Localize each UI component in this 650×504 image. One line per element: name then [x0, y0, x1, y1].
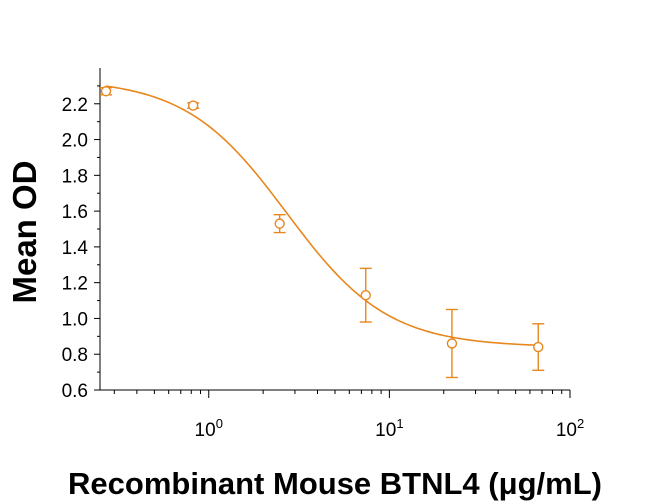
x-axis-title: Recombinant Mouse BTNL4 (μg/mL) — [68, 466, 602, 501]
data-point — [359, 267, 372, 323]
y-tick-label: 1.6 — [62, 202, 88, 223]
y-tick-label: 2.0 — [62, 131, 88, 152]
point-marker — [100, 86, 112, 97]
data-point — [187, 100, 200, 111]
y-tick-label: 0.6 — [62, 381, 88, 402]
point-marker — [533, 341, 544, 353]
y-tick-label: 2.2 — [62, 95, 88, 116]
data-points — [100, 86, 545, 379]
y-tick-label: 0.8 — [62, 345, 88, 366]
point-marker — [187, 100, 199, 111]
point-marker — [446, 338, 458, 349]
data-point — [532, 323, 545, 372]
x-tick-label: 102 — [556, 416, 584, 441]
y-tick-label: 1.4 — [62, 238, 89, 259]
data-point — [273, 213, 286, 234]
y-tick-label: 1.8 — [62, 166, 88, 187]
x-tick-label: 101 — [375, 416, 403, 441]
y-tick-label: 1.2 — [62, 274, 88, 295]
point-marker — [274, 218, 285, 229]
y-axis-title: Mean OD — [6, 160, 43, 303]
point-marker — [360, 289, 371, 301]
x-tick-label: 100 — [195, 416, 223, 441]
axes — [99, 68, 570, 391]
data-point — [100, 86, 113, 97]
y-tick-label: 1.0 — [62, 309, 88, 330]
data-point — [445, 308, 458, 379]
tick-group: 0.6 0.8 1.0 1.2 1.4 1.6 1.8 2.0 2.2 100 101 102 — [62, 85, 584, 441]
fit-curve — [105, 85, 539, 347]
